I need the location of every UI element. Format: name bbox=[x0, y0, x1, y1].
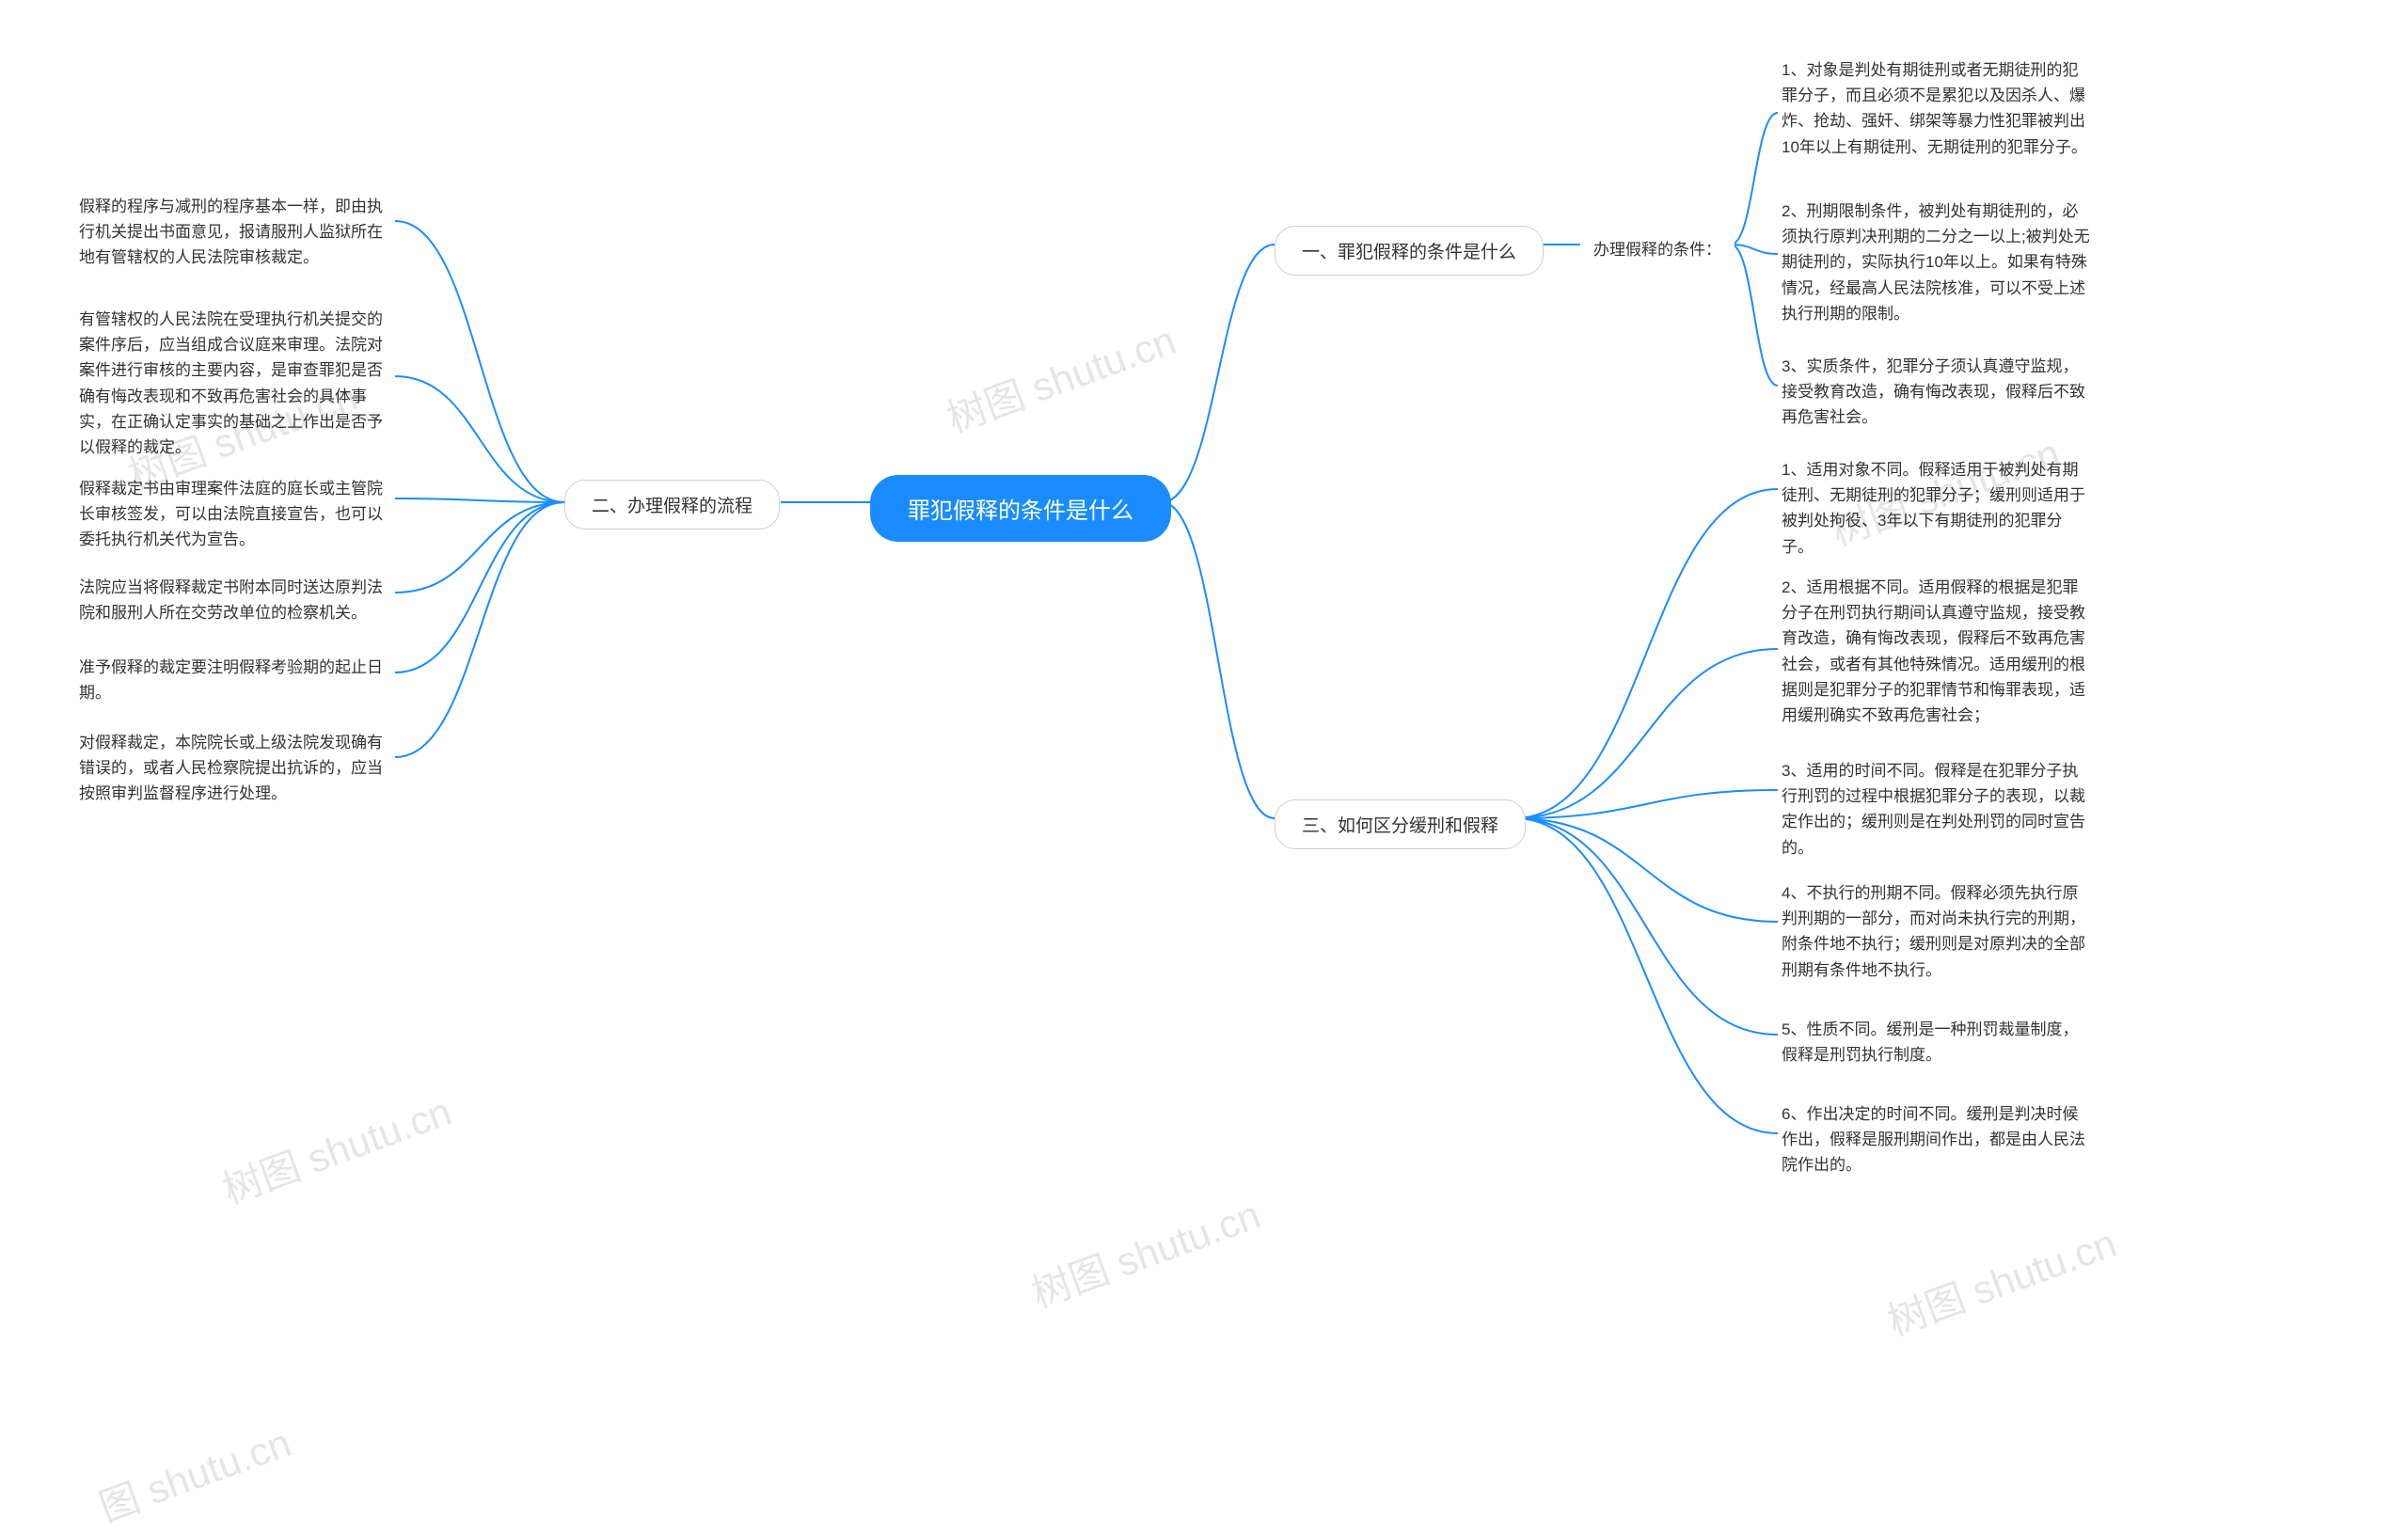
b2-leaf-6: 对假释裁定，本院院长或上级法院发现确有错误的，或者人民检察院提出抗诉的，应当按照… bbox=[75, 724, 395, 813]
b3-leaf-1: 1、适用对象不同。假释适用于被判处有期徒刑、无期徒刑的犯罪分子；缓刑则适用于被判… bbox=[1778, 451, 2098, 565]
b3-leaf-2: 2、适用根据不同。适用假释的根据是犯罪分子在刑罚执行期间认真遵守监规，接受教育改… bbox=[1778, 569, 2098, 734]
b1-leaf-2: 2、刑期限制条件，被判处有期徒刑的，必须执行原判决刑期的二分之一以上;被判处无期… bbox=[1778, 193, 2098, 332]
b2-leaf-3: 假释裁定书由审理案件法庭的庭长或主管院长审核签发，可以由法院直接宣告，也可以委托… bbox=[75, 470, 395, 559]
watermark: 树图 shutu.cn bbox=[1878, 1211, 2123, 1347]
b2-leaf-1: 假释的程序与减刑的程序基本一样，即由执行机关提出书面意见，报请服刑人监狱所在地有… bbox=[75, 188, 395, 277]
b1-leaf-3: 3、实质条件，犯罪分子须认真遵守监规，接受教育改造，确有悔改表现，假释后不致再危… bbox=[1778, 348, 2098, 436]
b3-leaf-5: 5、性质不同。缓刑是一种刑罚裁量制度，假释是刑罚执行制度。 bbox=[1778, 1011, 2098, 1073]
watermark: 树图 shutu.cn bbox=[938, 308, 1182, 444]
branch-one: 一、罪犯假释的条件是什么 bbox=[1275, 226, 1544, 276]
sub-conditions: 办理假释的条件： bbox=[1580, 229, 1735, 267]
b2-leaf-5: 准予假释的裁定要注明假释考验期的起止日期。 bbox=[75, 649, 395, 711]
b3-leaf-6: 6、作出决定的时间不同。缓刑是判决时候作出，假释是服刑期间作出，都是由人民法院作… bbox=[1778, 1096, 2098, 1184]
b3-leaf-3: 3、适用的时间不同。假释是在犯罪分子执行刑罚的过程中根据犯罪分子的表现，以裁定作… bbox=[1778, 752, 2098, 866]
branch-two: 二、办理假释的流程 bbox=[564, 480, 780, 530]
watermark: 树图 shutu.cn bbox=[1022, 1183, 1267, 1319]
root-node: 罪犯假释的条件是什么 bbox=[870, 475, 1171, 542]
mindmap-canvas: 罪犯假释的条件是什么 一、罪犯假释的条件是什么 二、办理假释的流程 三、如何区分… bbox=[0, 0, 2408, 1510]
branch-three: 三、如何区分缓刑和假释 bbox=[1275, 799, 1526, 849]
b3-leaf-4: 4、不执行的刑期不同。假释必须先执行原判刑期的一部分，而对尚未执行完的刑期，附条… bbox=[1778, 875, 2098, 988]
watermark: 图 shutu.cn bbox=[90, 1412, 298, 1534]
watermark: 树图 shutu.cn bbox=[214, 1080, 458, 1215]
b2-leaf-4: 法院应当将假释裁定书附本同时送达原判法院和服刑人所在交劳改单位的检察机关。 bbox=[75, 569, 395, 631]
b1-leaf-1: 1、对象是判处有期徒刑或者无期徒刑的犯罪分子，而且必须不是累犯以及因杀人、爆炸、… bbox=[1778, 52, 2098, 166]
b2-leaf-2: 有管辖权的人民法院在受理执行机关提交的案件序后，应当组成合议庭来审理。法院对案件… bbox=[75, 301, 395, 466]
